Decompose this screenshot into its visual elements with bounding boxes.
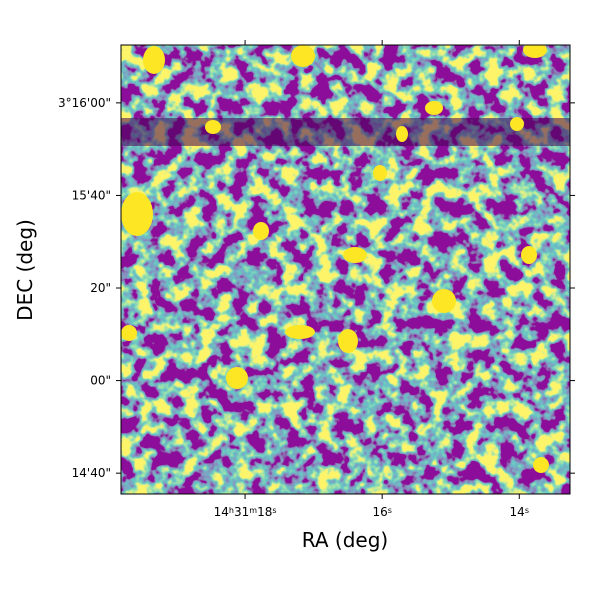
x-tick-label: 14s xyxy=(510,505,529,519)
y-tick-label: 20" xyxy=(90,281,111,295)
y-tick-label: 14'40" xyxy=(72,466,111,480)
y-tick-label: 3°16'00" xyxy=(58,96,111,110)
x-tick-label: 16s xyxy=(372,505,391,519)
y-tick-label: 00" xyxy=(90,374,111,388)
x-axis-label: RA (deg) xyxy=(302,528,388,552)
axes-frame xyxy=(120,44,571,495)
x-tick-label: 14h31m18s xyxy=(214,505,277,519)
sky-image xyxy=(121,45,570,494)
y-tick-label: 15'40" xyxy=(72,188,111,202)
y-axis-label: DEC (deg) xyxy=(13,219,37,321)
